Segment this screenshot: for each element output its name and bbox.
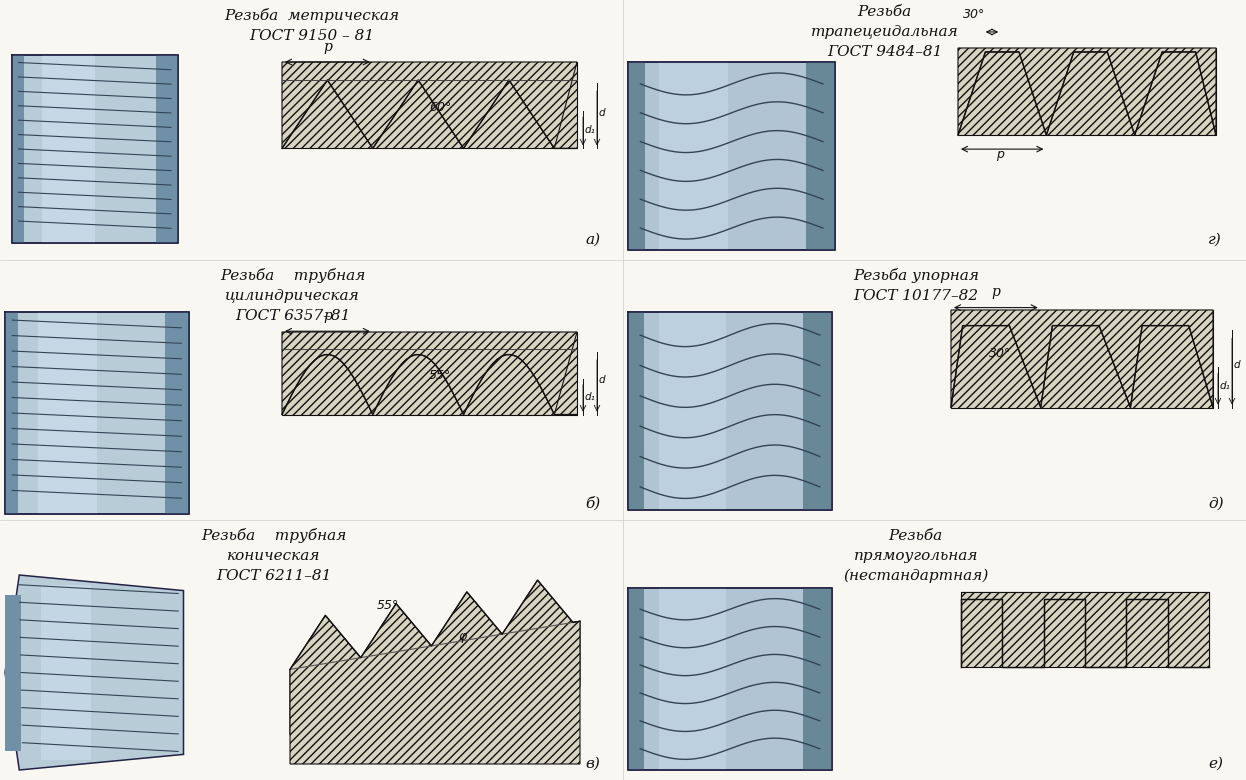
Polygon shape xyxy=(282,62,577,148)
Bar xyxy=(659,312,726,510)
Polygon shape xyxy=(282,62,577,148)
Text: ГОСТ 9150 – 81: ГОСТ 9150 – 81 xyxy=(249,29,374,43)
Text: в): в) xyxy=(586,757,599,771)
Text: 30°: 30° xyxy=(988,347,1011,360)
Bar xyxy=(804,588,832,770)
Text: д): д) xyxy=(1209,497,1224,511)
Text: г): г) xyxy=(1209,233,1222,247)
Bar xyxy=(12,55,178,243)
Bar xyxy=(628,588,644,770)
Text: p: p xyxy=(992,285,1001,299)
Bar xyxy=(41,585,91,760)
Text: Резьба упорная: Резьба упорная xyxy=(852,268,979,283)
Bar xyxy=(628,588,832,770)
Text: цилиндрическая: цилиндрическая xyxy=(226,289,360,303)
Text: а): а) xyxy=(586,233,601,247)
Polygon shape xyxy=(961,592,1209,667)
Text: d: d xyxy=(599,375,606,385)
Bar xyxy=(628,312,832,510)
Bar xyxy=(12,55,24,243)
Bar xyxy=(5,312,188,514)
Bar xyxy=(659,62,728,250)
Bar xyxy=(804,312,832,510)
Text: d: d xyxy=(599,108,606,118)
Text: ГОСТ 9484–81: ГОСТ 9484–81 xyxy=(827,45,942,59)
Text: коническая: коническая xyxy=(227,549,321,563)
Text: прямоугольная: прямоугольная xyxy=(854,549,978,563)
Text: d₁: d₁ xyxy=(586,392,596,402)
Text: 55°: 55° xyxy=(429,369,451,381)
Polygon shape xyxy=(282,332,577,414)
Bar xyxy=(164,312,188,514)
Polygon shape xyxy=(951,310,1214,407)
Polygon shape xyxy=(958,48,1216,135)
Text: Резьба  метрическая: Резьба метрическая xyxy=(224,8,399,23)
Text: Резьба    трубная: Резьба трубная xyxy=(221,268,365,283)
Text: трапецеидальная: трапецеидальная xyxy=(811,25,958,39)
Polygon shape xyxy=(5,575,183,770)
Text: p: p xyxy=(997,148,1004,161)
Text: d₁: d₁ xyxy=(586,126,596,136)
Bar xyxy=(628,62,644,250)
Text: е): е) xyxy=(1209,757,1224,771)
Text: p: p xyxy=(323,309,331,323)
Bar xyxy=(806,62,835,250)
Polygon shape xyxy=(282,332,577,414)
Text: Резьба    трубная: Резьба трубная xyxy=(202,528,346,543)
Polygon shape xyxy=(958,48,1216,135)
Text: φ: φ xyxy=(459,630,466,643)
Text: (нестандартная): (нестандартная) xyxy=(844,569,988,583)
Polygon shape xyxy=(290,621,579,735)
Polygon shape xyxy=(961,592,1209,667)
Bar xyxy=(5,312,17,514)
Text: б): б) xyxy=(586,497,601,511)
Bar xyxy=(42,55,95,243)
Polygon shape xyxy=(951,310,1214,407)
Polygon shape xyxy=(290,580,579,764)
Bar xyxy=(39,312,97,514)
Text: d₁: d₁ xyxy=(1220,381,1231,392)
Text: Резьба: Резьба xyxy=(857,5,912,19)
Text: ГОСТ 6357–81: ГОСТ 6357–81 xyxy=(235,309,350,323)
Text: 55°: 55° xyxy=(378,599,399,612)
Bar xyxy=(659,588,726,770)
Text: d: d xyxy=(1234,360,1241,370)
Text: ГОСТ 10177–82: ГОСТ 10177–82 xyxy=(854,289,978,303)
Text: 30°: 30° xyxy=(963,8,986,21)
Text: 60°: 60° xyxy=(429,101,451,114)
Bar xyxy=(628,62,835,250)
Text: Резьба: Резьба xyxy=(888,529,943,543)
Bar xyxy=(628,312,644,510)
Bar xyxy=(156,55,178,243)
Bar xyxy=(5,594,21,750)
Text: p: p xyxy=(323,40,331,54)
Text: ГОСТ 6211–81: ГОСТ 6211–81 xyxy=(217,569,331,583)
